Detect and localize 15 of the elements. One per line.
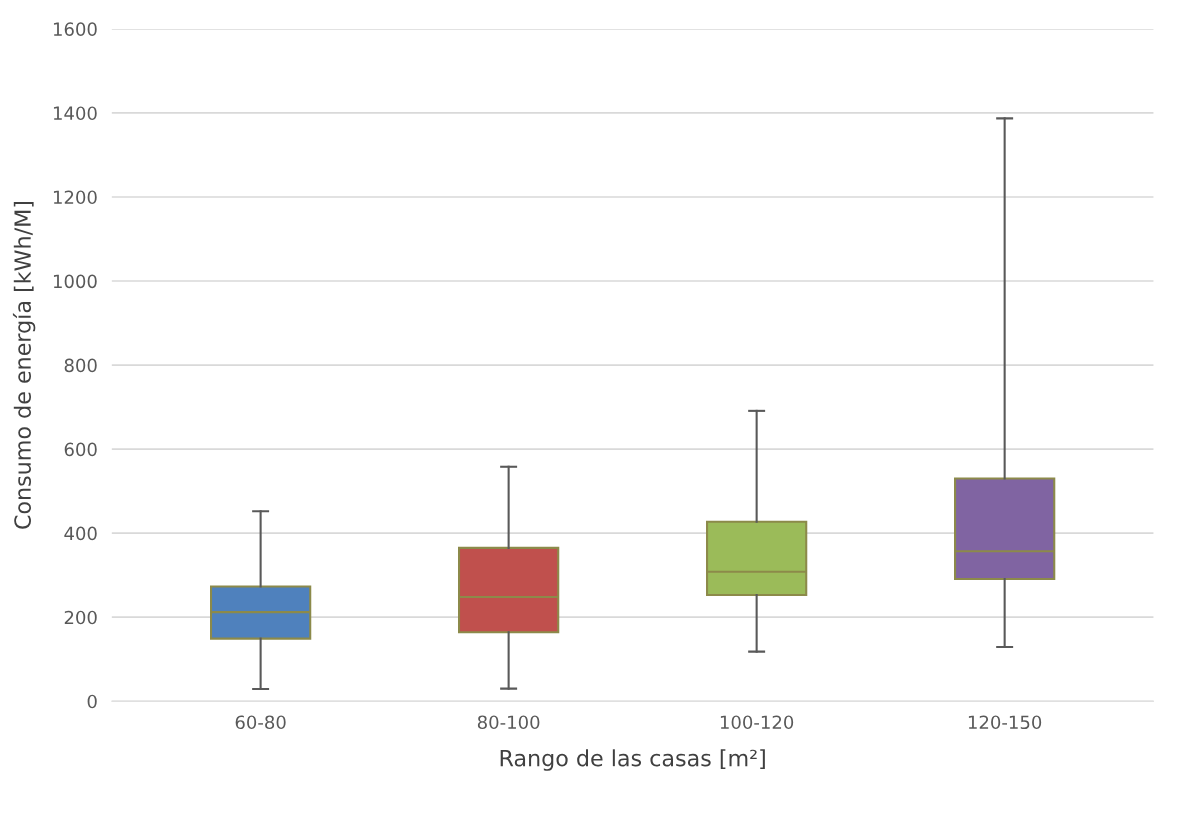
- y-tick-label: 1400: [53, 106, 97, 121]
- y-tick-label: 400: [64, 526, 97, 541]
- y-tick-label: 0: [87, 694, 97, 709]
- x-tick-label: 80-100: [477, 715, 540, 730]
- y-tick-label: 1200: [53, 190, 97, 205]
- x-tick-label: 120-150: [968, 715, 1042, 730]
- y-tick-label: 1000: [53, 274, 97, 289]
- x-tick-label: 60-80: [235, 715, 286, 730]
- y-tick-label: 200: [64, 610, 97, 625]
- y-tick-label: 800: [64, 358, 97, 373]
- y-tick-label: 1600: [53, 22, 97, 36]
- y-tick-label: 600: [64, 442, 97, 457]
- x-axis-title: Rango de las casas [m²]: [500, 749, 765, 771]
- y-axis-title: Consumo de energía [kWh/M]: [12, 201, 36, 529]
- x-tick-label: 100-120: [720, 715, 794, 730]
